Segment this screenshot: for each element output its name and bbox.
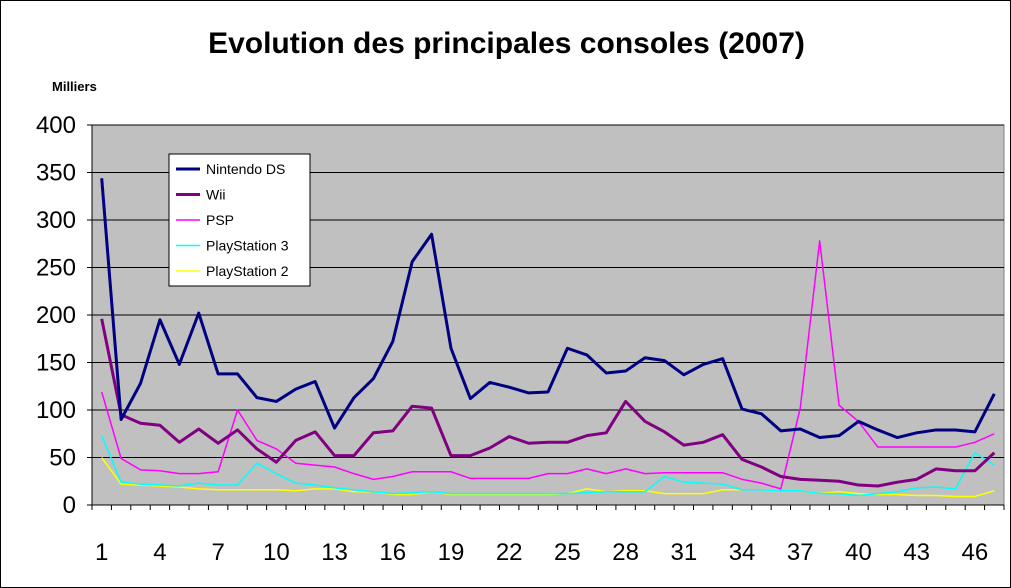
y-tick-label: 0 — [63, 492, 76, 519]
x-tick-label: 28 — [612, 539, 639, 566]
y-unit-label: Milliers — [52, 79, 97, 94]
x-tick-label: 22 — [496, 539, 523, 566]
y-tick-label: 100 — [36, 397, 76, 424]
y-tick-label: 300 — [36, 207, 76, 234]
x-tick-label: 7 — [211, 539, 224, 566]
x-tick-label: 19 — [438, 539, 465, 566]
chart-title: Evolution des principales consoles (2007… — [208, 27, 805, 60]
x-tick-label: 40 — [845, 539, 872, 566]
y-tick-label: 400 — [36, 112, 76, 139]
series-line-psp — [100, 240, 995, 490]
series-line-playstation-2 — [101, 457, 995, 498]
series-line-wii — [100, 318, 996, 488]
x-tick-label: 46 — [962, 539, 989, 566]
legend-label: Wii — [206, 187, 225, 203]
y-tick-label: 200 — [36, 302, 76, 329]
series-line-playstation-3 — [101, 435, 995, 497]
y-tick-label: 250 — [36, 255, 76, 282]
x-tick-label: 34 — [729, 539, 756, 566]
x-tick-label: 37 — [787, 539, 814, 566]
series-line-nintendo-ds — [100, 178, 996, 440]
x-tick-label: 10 — [263, 539, 290, 566]
y-tick-label: 50 — [49, 445, 76, 472]
x-tick-label: 31 — [670, 539, 697, 566]
x-tick-label: 43 — [903, 539, 930, 566]
legend-label: Nintendo DS — [206, 161, 285, 177]
legend-label: PSP — [206, 212, 234, 228]
x-tick-label: 13 — [321, 539, 348, 566]
y-tick-label: 350 — [36, 160, 76, 187]
x-tick-label: 1 — [95, 539, 108, 566]
x-tick-label: 4 — [153, 539, 166, 566]
y-tick-label: 150 — [36, 350, 76, 377]
x-tick-label: 25 — [554, 539, 581, 566]
legend-label: PlayStation 2 — [206, 263, 289, 279]
legend-label: PlayStation 3 — [206, 238, 289, 254]
x-tick-label: 16 — [379, 539, 406, 566]
